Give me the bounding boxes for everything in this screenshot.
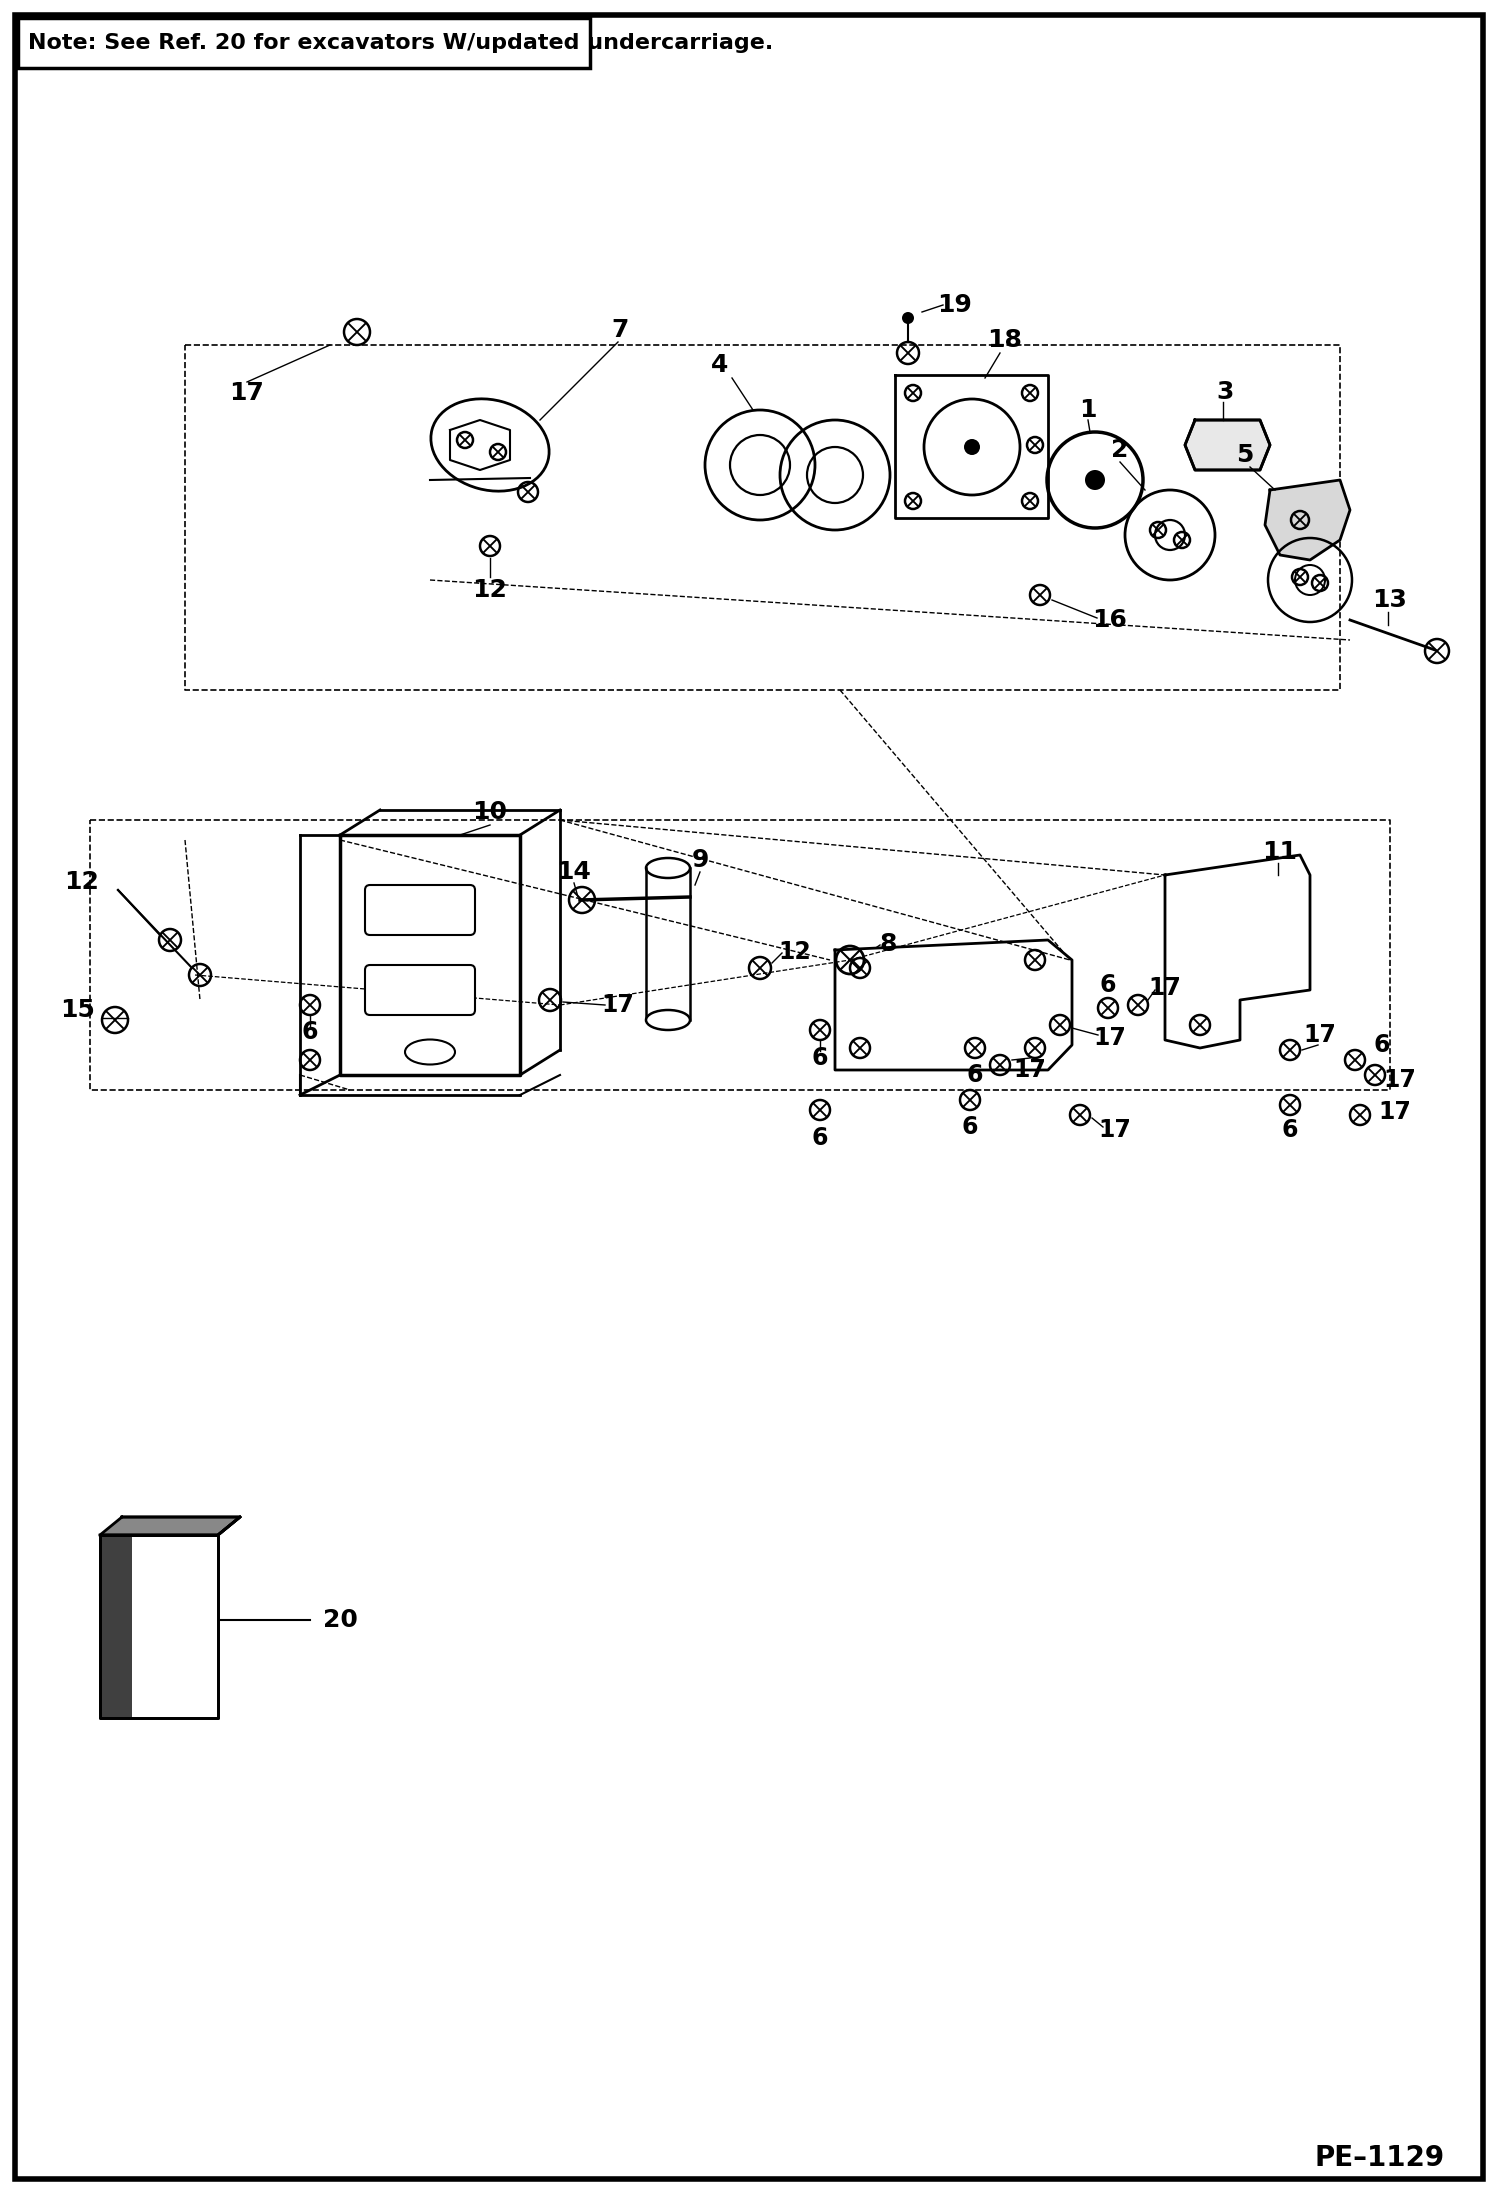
Text: 17: 17: [1094, 1027, 1126, 1051]
Text: 17: 17: [229, 382, 265, 406]
Text: 14: 14: [557, 860, 592, 884]
Text: 10: 10: [472, 801, 508, 825]
Text: 7: 7: [611, 318, 629, 342]
Text: 17: 17: [1303, 1022, 1336, 1047]
Text: 2: 2: [1112, 439, 1128, 463]
Text: 6: 6: [966, 1064, 983, 1086]
Polygon shape: [1264, 480, 1350, 559]
Polygon shape: [834, 939, 1073, 1071]
Text: 6: 6: [1100, 972, 1116, 996]
Text: 18: 18: [987, 327, 1023, 351]
Text: 1: 1: [1079, 397, 1097, 421]
Ellipse shape: [646, 1009, 691, 1029]
Text: 6: 6: [301, 1020, 318, 1044]
Text: 5: 5: [1236, 443, 1254, 467]
FancyBboxPatch shape: [366, 965, 475, 1016]
Polygon shape: [1185, 419, 1270, 470]
Text: 8: 8: [879, 932, 897, 957]
Text: 6: 6: [1374, 1033, 1390, 1058]
Text: 6: 6: [962, 1115, 978, 1139]
Text: PE–1129: PE–1129: [1315, 2144, 1446, 2172]
Text: 17: 17: [602, 994, 635, 1018]
Text: 4: 4: [712, 353, 728, 377]
Text: 12: 12: [779, 939, 812, 963]
Text: 12: 12: [472, 577, 508, 601]
Text: 3: 3: [1216, 380, 1234, 404]
Text: 17: 17: [1014, 1058, 1047, 1082]
Circle shape: [902, 312, 914, 325]
Text: 13: 13: [1372, 588, 1408, 612]
Text: 15: 15: [60, 998, 96, 1022]
Bar: [100, 1536, 132, 1718]
Text: Note: See Ref. 20 for excavators W/updated undercarriage.: Note: See Ref. 20 for excavators W/updat…: [28, 33, 773, 53]
Text: 17: 17: [1384, 1068, 1417, 1093]
Text: 6: 6: [1282, 1119, 1299, 1143]
Polygon shape: [1165, 856, 1309, 1049]
Text: 9: 9: [691, 849, 709, 871]
Text: 17: 17: [1378, 1099, 1411, 1123]
Text: 19: 19: [938, 294, 972, 316]
Polygon shape: [100, 1516, 240, 1536]
Circle shape: [1085, 470, 1106, 489]
Text: 16: 16: [1092, 608, 1128, 632]
Text: 11: 11: [1263, 840, 1297, 864]
Text: 17: 17: [1149, 976, 1182, 1000]
Text: 6: 6: [812, 1047, 828, 1071]
Text: 20: 20: [322, 1608, 358, 1632]
Bar: [18, 18, 590, 68]
Circle shape: [965, 439, 980, 454]
FancyBboxPatch shape: [366, 884, 475, 935]
Text: 6: 6: [812, 1126, 828, 1150]
Text: 17: 17: [1098, 1119, 1131, 1143]
Text: 12: 12: [64, 871, 99, 893]
